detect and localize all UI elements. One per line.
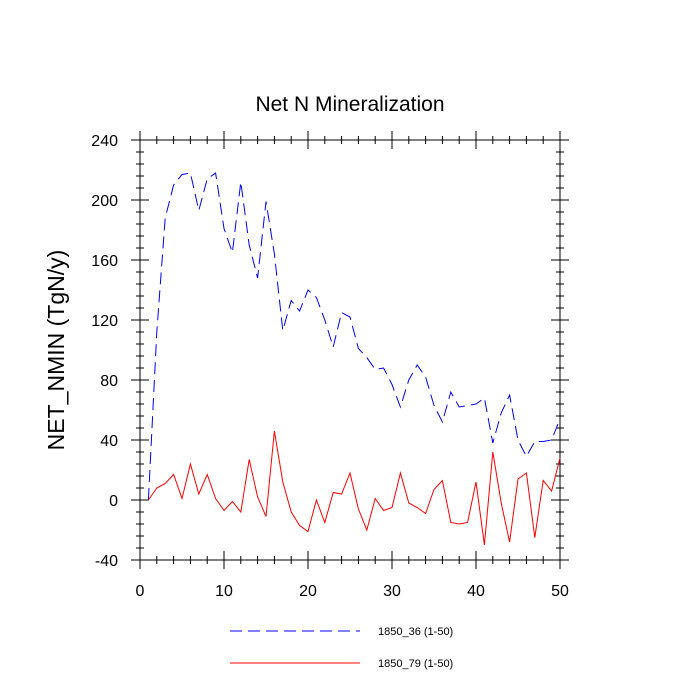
y-tick-label: -40	[95, 553, 118, 570]
y-tick-label: 120	[91, 313, 118, 330]
plot-frame	[139, 139, 561, 561]
x-tick-label: 50	[551, 583, 569, 600]
x-tick-label: 10	[215, 583, 233, 600]
series-line-2	[147, 430, 561, 546]
axis-ticks	[131, 131, 569, 569]
y-tick-label: 160	[91, 253, 118, 270]
y-tick-label: 40	[100, 433, 118, 450]
y-tick-label: 200	[91, 193, 118, 210]
chart-title: Net N Mineralization	[255, 93, 444, 116]
y-tick-label: 80	[100, 373, 118, 390]
series-line-1	[147, 172, 561, 501]
y-tick-label: 240	[91, 133, 118, 150]
series-lines	[147, 172, 561, 546]
x-tick-label: 30	[383, 583, 401, 600]
legend-label: 1850_79 (1-50)	[378, 658, 453, 670]
x-tick-label: 0	[136, 583, 145, 600]
y-tick-label: 0	[109, 493, 118, 510]
legend: 1850_36 (1-50) 1850_79 (1-50)	[230, 626, 453, 670]
x-tick-label: 20	[299, 583, 317, 600]
legend-label: 1850_36 (1-50)	[378, 626, 453, 638]
y-axis-label: NET_NMIN (TgN/y)	[43, 250, 69, 451]
x-tick-label: 40	[467, 583, 485, 600]
tick-labels: 0 10 20 30 40 50 -40 0 40 80 120 160 200 240	[91, 133, 569, 600]
